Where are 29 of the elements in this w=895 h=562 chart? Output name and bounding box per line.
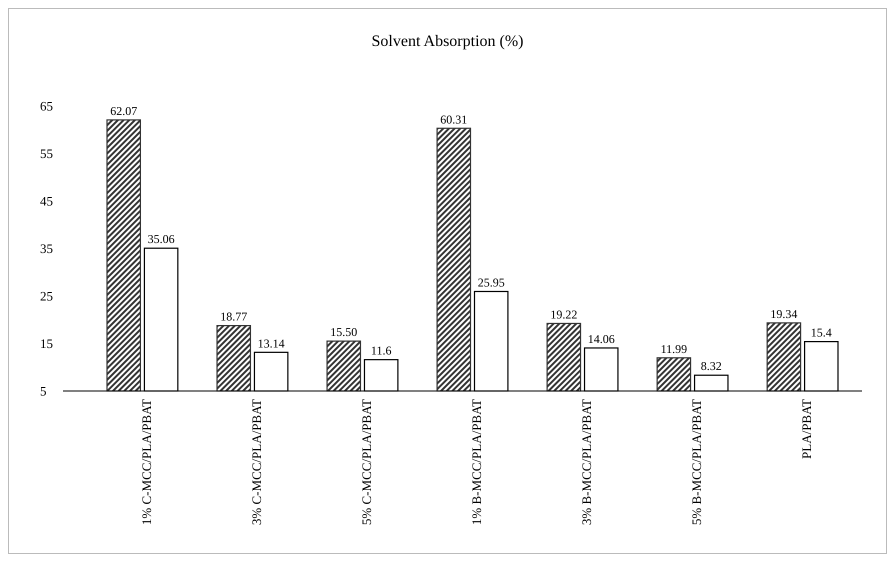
data-label: 19.22 bbox=[550, 307, 578, 322]
y-tick-label: 45 bbox=[40, 194, 53, 209]
data-label: 11.99 bbox=[660, 342, 688, 356]
data-label: 15.4 bbox=[810, 326, 832, 340]
x-tick-label: 5% B-MCC/PLA/PBAT bbox=[689, 398, 704, 526]
y-tick-label: 35 bbox=[40, 241, 53, 256]
x-tick-label: 1% B-MCC/PLA/PBAT bbox=[469, 398, 484, 526]
x-tick-label: 1% C-MCC/PLA/PBAT bbox=[138, 398, 154, 526]
data-label: 8.32 bbox=[700, 359, 722, 374]
y-tick-label: 55 bbox=[40, 146, 53, 162]
chart-title: Solvent Absorption (%) bbox=[372, 33, 524, 50]
data-label: 62.07 bbox=[110, 104, 138, 118]
data-label: 15.50 bbox=[330, 325, 358, 340]
data-label: 35.06 bbox=[148, 232, 175, 246]
x-tick-label: 3% B-MCC/PLA/PBAT bbox=[579, 398, 594, 526]
y-tick-label: 15 bbox=[40, 336, 53, 352]
data-label: 19.34 bbox=[770, 306, 798, 321]
y-tick-label: 25 bbox=[40, 288, 53, 304]
data-label: 13.14 bbox=[258, 336, 285, 350]
data-label: 25.95 bbox=[478, 275, 505, 290]
data-label: 14.06 bbox=[588, 332, 615, 346]
x-tick-label: PLA/PBAT bbox=[799, 398, 814, 459]
y-tick-label: 65 bbox=[40, 98, 53, 114]
y-tick-label: 5 bbox=[40, 384, 46, 399]
data-label: 11.6 bbox=[370, 344, 392, 358]
x-tick-label: 3% C-MCC/PLA/PBAT bbox=[248, 398, 264, 526]
x-tick-label: 5% C-MCC/PLA/PBAT bbox=[359, 398, 374, 526]
data-label: 60.31 bbox=[440, 112, 468, 126]
data-label: 18.77 bbox=[220, 310, 248, 324]
